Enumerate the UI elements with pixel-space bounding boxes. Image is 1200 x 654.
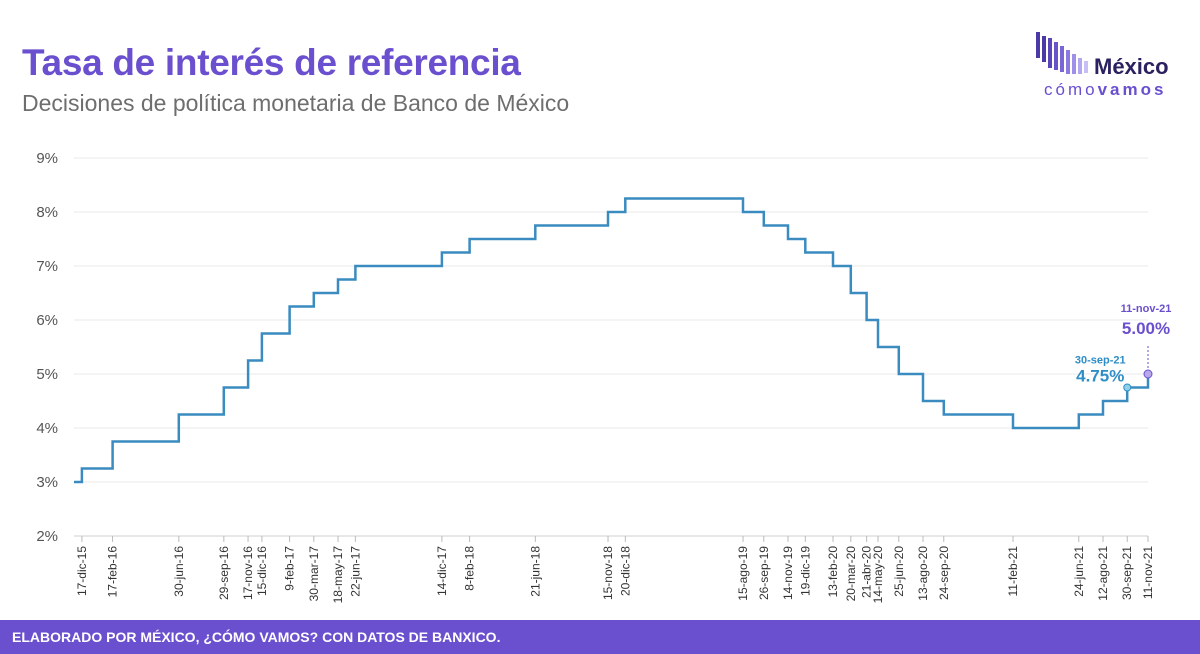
- y-tick-label: 3%: [36, 474, 58, 491]
- x-tick-label: 17-feb-16: [106, 546, 120, 598]
- annotation-marker: [1123, 383, 1132, 392]
- x-tick-label: 14-dic-17: [435, 546, 449, 596]
- chart-title: Tasa de interés de referencia: [22, 42, 521, 83]
- x-tick-label: 21-abr-20: [860, 546, 874, 598]
- x-tick-label: 24-sep-20: [937, 546, 951, 600]
- x-tick-label: 30-mar-17: [307, 546, 321, 602]
- x-tick-label: 18-may-17: [331, 546, 345, 604]
- x-tick-label: 13-ago-20: [916, 546, 930, 601]
- x-tick-label: 22-jun-17: [348, 546, 362, 597]
- x-tick-label: 8-feb-18: [463, 546, 477, 591]
- y-tick-label: 7%: [36, 258, 58, 275]
- x-tick-label: 20-dic-18: [618, 546, 632, 596]
- logo-bars-icon: [1032, 30, 1112, 80]
- y-tick-label: 5%: [36, 366, 58, 383]
- x-tick-label: 14-may-20: [871, 546, 885, 604]
- x-tick-label: 20-mar-20: [844, 546, 858, 602]
- x-axis-ticks: 17-dic-15 17-feb-16 30-jun-16 29-sep-16 17-n…: [75, 536, 1155, 603]
- x-tick-label: 12-ago-21: [1096, 546, 1110, 601]
- footer-source-bar: ELABORADO POR MÉXICO, ¿CÓMO VAMOS? CON D…: [0, 620, 1200, 654]
- rate-step-chart: 2% 3% 4% 5% 6% 7% 8% 9% 17-dic-15 17-feb-16 30-ju…: [36, 150, 1172, 603]
- x-tick-label: 30-jun-16: [172, 546, 186, 597]
- x-tick-label: 26-sep-19: [757, 546, 771, 600]
- annotation-date: 11-nov-21: [1121, 303, 1172, 315]
- series-line: [74, 197, 1150, 484]
- annotation-value: 4.75%: [1076, 367, 1124, 386]
- x-tick-label: 17-nov-16: [241, 546, 255, 600]
- y-axis-ticks: 2% 3% 4% 5% 6% 7% 8% 9%: [36, 150, 58, 545]
- grid-lines: [74, 157, 1148, 483]
- logo-tag-b: vamos: [1097, 80, 1167, 99]
- x-tick-label: 19-dic-19: [798, 546, 812, 596]
- mexico-como-vamos-logo: México cómovamos: [1032, 30, 1182, 102]
- y-tick-label: 8%: [36, 204, 58, 221]
- x-tick-label: 15-ago-19: [736, 546, 750, 601]
- x-tick-label: 21-jun-18: [528, 546, 542, 597]
- x-tick-label: 11-nov-21: [1141, 546, 1155, 599]
- x-tick-label: 15-dic-16: [255, 546, 269, 596]
- chart-subtitle: Decisiones de política monetaria de Banc…: [22, 90, 570, 116]
- x-tick-label: 14-nov-19: [781, 546, 795, 600]
- annotations: 30-sep-214.75% 11-nov-21 5.00%: [1075, 303, 1172, 392]
- x-tick-label: 17-dic-15: [75, 546, 89, 596]
- logo-name: México: [1094, 54, 1169, 79]
- annotation-date: 30-sep-21: [1075, 355, 1126, 367]
- y-tick-label: 6%: [36, 312, 58, 329]
- x-tick-label: 25-jun-20: [892, 546, 906, 597]
- logo-tagline: cómovamos: [1044, 80, 1166, 100]
- y-tick-label: 2%: [36, 528, 58, 545]
- x-tick-label: 15-nov-18: [601, 546, 615, 600]
- y-tick-label: 9%: [36, 150, 58, 167]
- x-tick-label: 30-sep-21: [1120, 546, 1134, 600]
- annotation-marker: [1143, 369, 1153, 379]
- logo-tag-a: cómo: [1044, 80, 1098, 99]
- annotation-value: 5.00%: [1122, 319, 1170, 338]
- y-tick-label: 4%: [36, 420, 58, 437]
- x-tick-label: 24-jun-21: [1072, 546, 1086, 597]
- x-tick-label: 29-sep-16: [217, 546, 231, 600]
- x-tick-label: 9-feb-17: [283, 546, 297, 591]
- x-tick-label: 13-feb-20: [826, 546, 840, 598]
- x-tick-label: 11-feb-21: [1006, 546, 1020, 597]
